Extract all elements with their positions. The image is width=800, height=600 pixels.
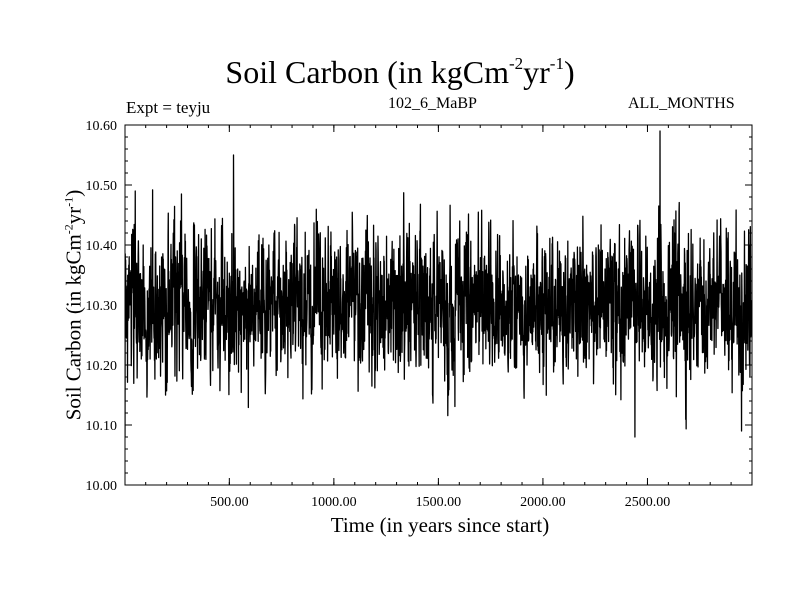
period-label: ALL_MONTHS: [628, 95, 735, 112]
y-tick-label: 10.00: [86, 479, 118, 494]
chart-subtitle: 102_6_MaBP: [388, 95, 477, 112]
x-axis-label: Time (in years since start): [330, 513, 550, 537]
x-tick-label: 1500.00: [416, 495, 462, 510]
y-tick-label: 10.40: [86, 239, 118, 254]
y-tick-label: 10.60: [86, 119, 118, 134]
series-line: [125, 130, 752, 438]
y-tick-label: 10.20: [86, 359, 118, 374]
y-tick-label: 10.50: [86, 179, 118, 194]
chart-title: Soil Carbon (in kgCm-2yr-1): [225, 54, 575, 90]
x-tick-label: 500.00: [210, 495, 249, 510]
x-tick-label: 2000.00: [520, 495, 566, 510]
y-tick-label: 10.30: [86, 299, 118, 314]
experiment-label: Expt = teyju: [126, 98, 211, 117]
x-tick-label: 2500.00: [625, 495, 671, 510]
x-tick-label: 1000.00: [311, 495, 357, 510]
y-tick-label: 10.10: [86, 419, 118, 434]
y-axis-label: Soil Carbon (in kgCm-2yr-1): [61, 189, 86, 421]
